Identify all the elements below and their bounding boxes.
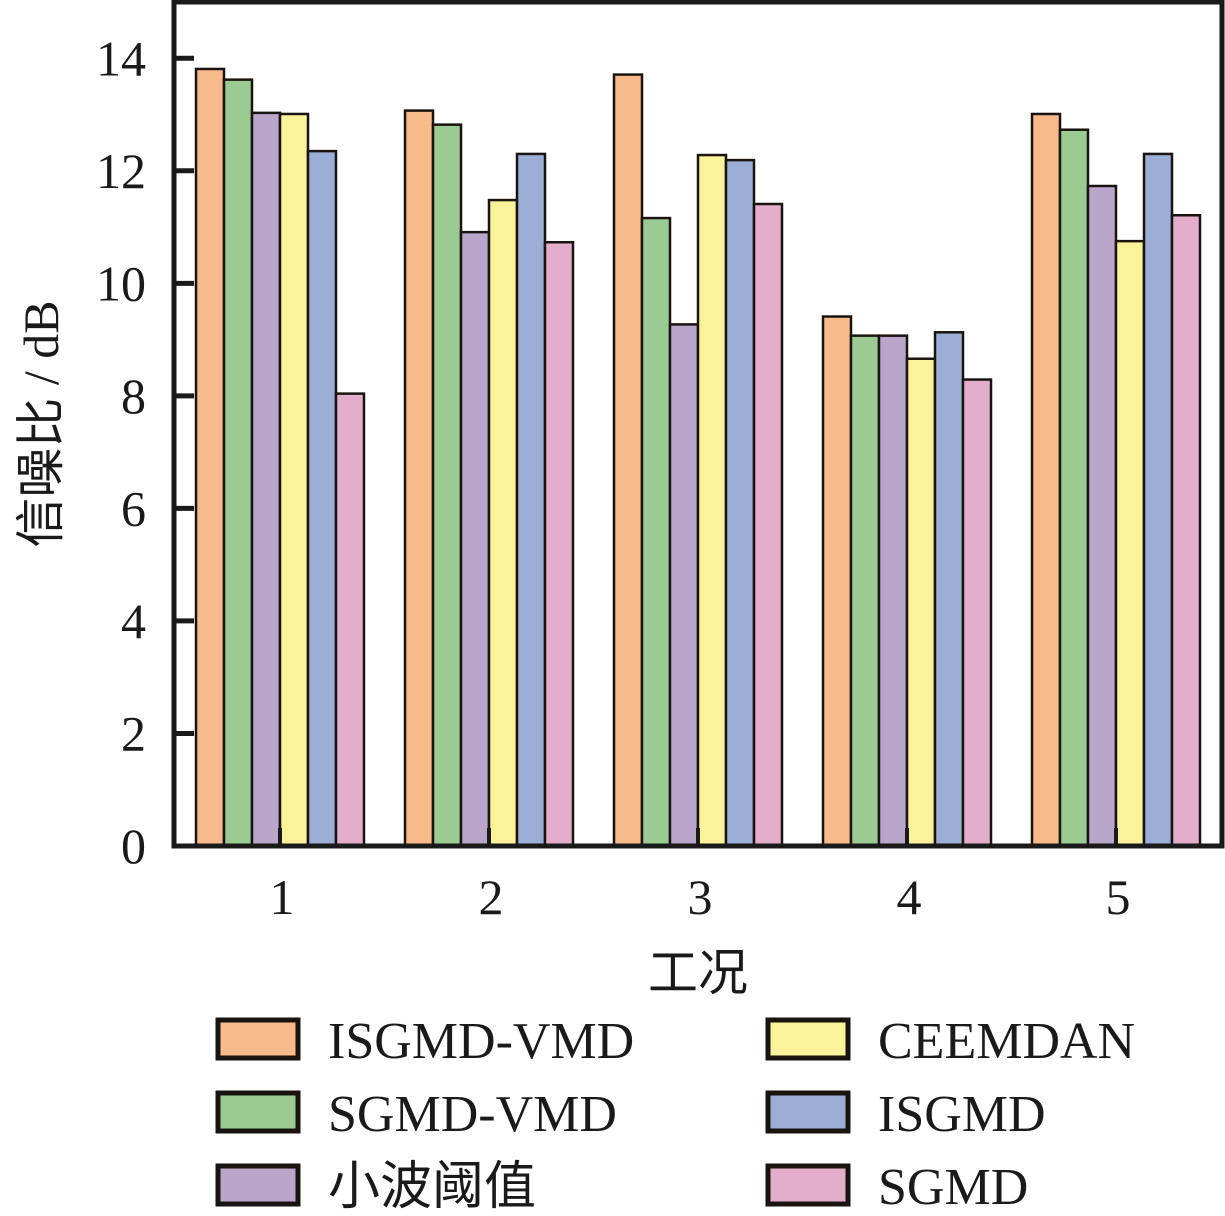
bar-ISGMD-VMD-1 — [194, 67, 226, 848]
x-tick-label: 1 — [270, 869, 295, 925]
x-tick-label: 5 — [1106, 869, 1131, 925]
y-tick-label: 14 — [96, 30, 146, 86]
legend-label: ISGMD — [878, 1086, 1046, 1143]
bar-ISGMD-1 — [306, 149, 338, 848]
bar-ISGMD-5 — [1142, 152, 1174, 848]
bar-SGMD-4 — [961, 378, 993, 848]
x-axis-title: 工况 — [648, 945, 748, 1001]
bar-SGMD-3 — [752, 202, 784, 848]
bar-CEEMDAN-5 — [1114, 239, 1146, 848]
bar-SGMD-VMD-4 — [849, 334, 881, 848]
legend-label: ISGMD-VMD — [328, 1013, 634, 1070]
y-ticks: 0 2 4 6 8 10 12 14 — [96, 30, 194, 874]
bar-ISGMD-VMD-2 — [403, 109, 435, 848]
legend-label: 小波阈值 — [328, 1159, 536, 1216]
bar-SGMD-VMD-3 — [640, 216, 672, 848]
bar-小波阈值-3 — [668, 323, 700, 848]
x-tick-label: 3 — [688, 869, 713, 925]
legend-label: SGMD — [878, 1159, 1028, 1216]
bar-ISGMD-3 — [724, 158, 756, 848]
y-tick-label: 8 — [121, 368, 146, 424]
legend: ISGMD-VMD SGMD-VMD 小波阈值 CEEMDAN ISGMD SGMD — [215, 1013, 1135, 1216]
legend-swatch — [215, 1163, 301, 1207]
x-ticks: 1 2 3 4 5 — [270, 828, 1131, 925]
bar-CEEMDAN-4 — [905, 357, 937, 848]
bar-SGMD-VMD-5 — [1058, 128, 1090, 848]
bar-小波阈值-4 — [877, 334, 909, 848]
bar-CEEMDAN-3 — [696, 153, 728, 848]
y-tick-label: 6 — [121, 480, 146, 536]
y-tick-label: 10 — [96, 255, 146, 311]
legend-swatch — [765, 1163, 851, 1207]
bar-小波阈值-5 — [1086, 184, 1118, 848]
bar-ISGMD-2 — [515, 152, 547, 848]
bar-ISGMD-VMD-5 — [1030, 112, 1062, 848]
legend-swatch — [765, 1090, 851, 1134]
legend-swatch — [215, 1090, 301, 1134]
bar-ISGMD-VMD-4 — [821, 315, 853, 848]
bar-CEEMDAN-2 — [487, 198, 519, 848]
x-tick-label: 4 — [897, 869, 922, 925]
bar-SGMD-2 — [543, 241, 575, 848]
y-tick-label: 4 — [121, 593, 146, 649]
y-tick-label: 0 — [121, 818, 146, 874]
bars-layer — [194, 67, 1202, 848]
legend-swatch — [765, 1017, 851, 1061]
bar-SGMD-VMD-2 — [431, 123, 463, 848]
bar-小波阈值-2 — [459, 230, 491, 848]
bar-ISGMD-VMD-3 — [612, 73, 644, 848]
y-tick-label: 12 — [96, 143, 146, 199]
bar-SGMD-VMD-1 — [222, 78, 254, 848]
y-tick-label: 2 — [121, 705, 146, 761]
legend-label: CEEMDAN — [878, 1013, 1135, 1070]
bar-SGMD-5 — [1170, 214, 1202, 848]
x-tick-label: 2 — [479, 869, 504, 925]
bar-SGMD-1 — [334, 392, 366, 848]
y-axis-title: 信噪比 / dB — [13, 300, 69, 547]
bar-CEEMDAN-1 — [278, 112, 310, 848]
bar-ISGMD-4 — [933, 331, 965, 848]
bar-小波阈值-1 — [250, 111, 282, 848]
legend-label: SGMD-VMD — [328, 1086, 617, 1143]
legend-swatch — [215, 1017, 301, 1061]
